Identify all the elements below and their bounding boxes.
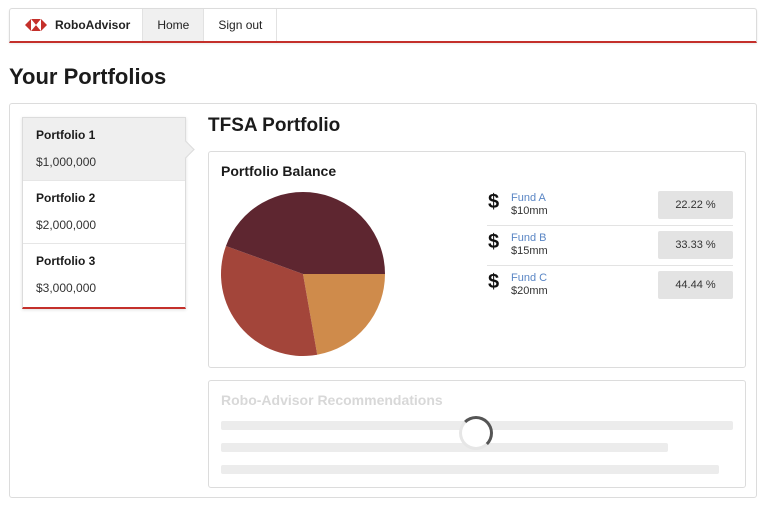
fund-name-link[interactable]: Fund B (511, 232, 547, 244)
recommendations-title: Robo-Advisor Recommendations (221, 392, 443, 408)
loading-placeholder-line (221, 465, 719, 474)
fund-row-b: $ Fund B $15mm 33.33 % (487, 226, 733, 266)
nav-home[interactable]: Home (143, 9, 205, 41)
brand[interactable]: RoboAdvisor (10, 9, 144, 41)
fund-list: $ Fund A $10mm 22.22 % $ Fund B $15mm 33… (487, 186, 733, 306)
selected-portfolio-title: TFSA Portfolio (208, 115, 341, 136)
portfolio-list: Portfolio 1 $1,000,000 Portfolio 2 $2,00… (22, 117, 186, 309)
fund-amount: $20mm (511, 285, 548, 297)
fund-amount: $10mm (511, 205, 548, 217)
fund-amount: $15mm (511, 245, 548, 257)
balance-title: Portfolio Balance (221, 163, 337, 179)
portfolio-item-2[interactable]: Portfolio 2 $2,000,000 (23, 181, 185, 244)
pie-slice-1 (303, 274, 385, 355)
portfolio-value: $1,000,000 (36, 155, 97, 169)
nav-sign-out[interactable]: Sign out (204, 9, 278, 41)
brand-name: RoboAdvisor (55, 18, 131, 32)
fund-row-a: $ Fund A $10mm 22.22 % (487, 186, 733, 226)
portfolio-item-3[interactable]: Portfolio 3 $3,000,000 (23, 244, 185, 307)
pie-slice-3 (225, 192, 385, 274)
loading-spinner-icon (459, 416, 493, 450)
recommendations-card: Robo-Advisor Recommendations (208, 380, 746, 488)
dollar-icon: $ (488, 191, 500, 213)
pie-slice-2 (221, 245, 318, 356)
portfolio-name: Portfolio 1 (36, 128, 96, 142)
portfolio-item-1[interactable]: Portfolio 1 $1,000,000 (23, 118, 185, 181)
fund-percent-badge: 22.22 % (658, 191, 733, 219)
dollar-icon: $ (488, 271, 500, 293)
fund-name-link[interactable]: Fund A (511, 192, 546, 204)
top-navbar: RoboAdvisor Home Sign out (9, 8, 757, 43)
balance-pie-chart (221, 192, 385, 356)
page-title: Your Portfolios (9, 64, 167, 89)
portfolio-name: Portfolio 3 (36, 254, 96, 268)
portfolio-value: $3,000,000 (36, 281, 97, 295)
portfolio-balance-card: Portfolio Balance $ Fund A $10mm 22.22 %… (208, 151, 746, 368)
loading-placeholder-line (221, 443, 668, 452)
portfolio-name: Portfolio 2 (36, 191, 96, 205)
fund-percent-badge: 44.44 % (658, 271, 733, 299)
fund-row-c: $ Fund C $20mm 44.44 % (487, 266, 733, 306)
portfolio-panel: Portfolio 1 $1,000,000 Portfolio 2 $2,00… (9, 103, 757, 498)
fund-name-link[interactable]: Fund C (511, 272, 548, 284)
fund-percent-badge: 33.33 % (658, 231, 733, 259)
dollar-icon: $ (488, 231, 500, 253)
logo-icon (25, 19, 47, 31)
portfolio-value: $2,000,000 (36, 218, 97, 232)
